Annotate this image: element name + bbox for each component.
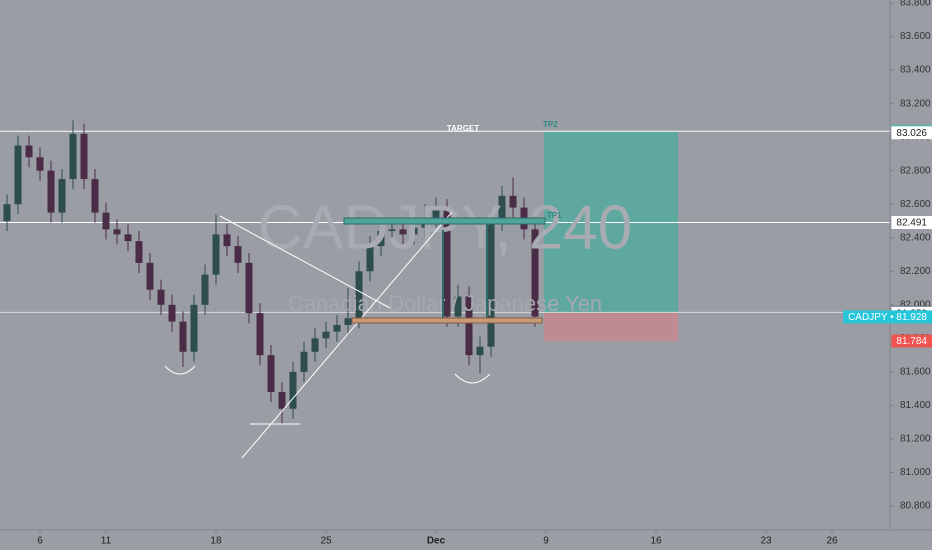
candle-body <box>212 234 220 275</box>
loss-zone <box>543 312 679 342</box>
candle-body <box>91 179 99 213</box>
candle-body <box>267 355 275 393</box>
candle-body <box>311 338 319 352</box>
x-tick-label: 26 <box>826 536 838 547</box>
candle-body <box>47 170 55 213</box>
y-tick-label: 81.600 <box>900 367 931 378</box>
candle-body <box>135 241 143 263</box>
trend-line <box>219 215 391 309</box>
candle-body <box>487 220 495 347</box>
price-badge-label: 83.026 <box>896 128 927 139</box>
candle-body <box>289 371 297 409</box>
y-tick-label: 83.600 <box>900 31 931 42</box>
candle-body <box>58 179 66 213</box>
y-tick-label: 82.600 <box>900 199 931 210</box>
zone <box>351 317 543 324</box>
candle-body <box>300 351 308 372</box>
price-badge-label: CADJPY • 81.928 <box>848 312 927 323</box>
arc <box>454 373 491 384</box>
annotation: TP2 <box>543 120 558 129</box>
candle-body <box>223 234 231 247</box>
candle-body <box>80 133 88 180</box>
x-tick-label: 18 <box>210 536 222 547</box>
candle-body <box>509 195 517 208</box>
zone <box>343 217 546 225</box>
y-tick-label: 82.800 <box>900 165 931 176</box>
x-tick-label: 23 <box>760 536 772 547</box>
candle-body <box>14 145 22 205</box>
candle-body <box>498 195 506 221</box>
y-tick-label: 81.400 <box>900 400 931 411</box>
candle-body <box>465 296 473 356</box>
candle-body <box>36 157 44 171</box>
y-tick-label: 82.000 <box>900 299 931 310</box>
candle-body <box>388 229 396 232</box>
y-tick-label: 82.400 <box>900 232 931 243</box>
candle-body <box>476 346 484 356</box>
x-tick-label: 25 <box>320 536 332 547</box>
candle-body <box>278 392 286 409</box>
candle-body <box>531 229 539 317</box>
axes: 80.80081.00081.20081.40081.60081.80082.0… <box>37 0 932 547</box>
price-badge-label: 82.491 <box>896 218 927 229</box>
candle-body <box>366 246 374 272</box>
candle-body <box>333 324 341 332</box>
candle-body <box>146 262 154 290</box>
candle-body <box>322 331 330 339</box>
annotation: TARGET <box>447 124 479 133</box>
candle-body <box>377 231 385 247</box>
candle-body <box>234 246 242 263</box>
candle-body <box>179 321 187 352</box>
price-badge <box>891 126 932 140</box>
price-badge-label: 81.784 <box>896 336 927 347</box>
x-tick-label: 11 <box>101 536 112 547</box>
candle-body <box>454 296 462 317</box>
candle-body <box>410 227 418 235</box>
candle-body <box>256 313 264 356</box>
candle-body <box>157 289 165 305</box>
profit-zone <box>543 131 679 313</box>
x-tick-label: 6 <box>37 536 43 547</box>
candle-body <box>102 212 110 230</box>
candle-body <box>124 234 132 242</box>
y-tick-label: 83.200 <box>900 98 931 109</box>
candle-body <box>113 229 121 235</box>
candle-body <box>201 274 209 305</box>
plot <box>0 120 890 424</box>
y-tick-label: 80.800 <box>900 501 931 512</box>
y-tick-label: 81.000 <box>900 467 931 478</box>
watermark-sub: Canadian Dollar / Japanese Yen <box>288 291 602 316</box>
candle-body <box>344 318 352 325</box>
trend-line <box>241 211 453 459</box>
candle-body <box>69 133 77 180</box>
candle-body <box>25 145 33 158</box>
y-tick-label: 82.200 <box>900 266 931 277</box>
drawings <box>164 211 546 459</box>
price-badge <box>843 310 932 324</box>
y-tick-label: 81.200 <box>900 434 931 445</box>
x-tick-label: 16 <box>650 536 662 547</box>
price-badge <box>891 215 932 229</box>
annotation: TP1 <box>547 211 562 220</box>
candle-body <box>190 304 198 352</box>
x-tick-label: 9 <box>543 536 549 547</box>
x-tick-label: Dec <box>427 536 446 547</box>
y-tick-label: 83.400 <box>900 65 931 76</box>
price-badge <box>891 334 932 348</box>
candle-body <box>432 209 440 221</box>
candle-body <box>168 304 176 322</box>
candle-body <box>399 229 407 235</box>
candle-body <box>3 204 11 221</box>
y-tick-label: 83.800 <box>900 0 931 9</box>
arc <box>164 365 196 375</box>
watermark: CADJPY, 240 <box>258 193 633 262</box>
candle-body <box>443 209 451 317</box>
candle-body <box>355 271 363 319</box>
candle-body <box>245 262 253 314</box>
